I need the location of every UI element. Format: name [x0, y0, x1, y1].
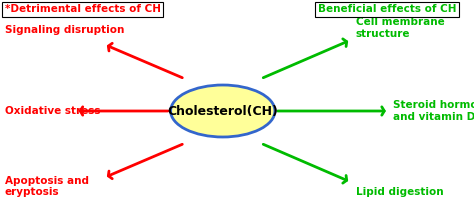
Text: Apoptosis and
eryptosis: Apoptosis and eryptosis — [5, 176, 89, 197]
Text: Signaling disruption: Signaling disruption — [5, 25, 124, 35]
Ellipse shape — [171, 85, 275, 137]
Text: Oxidative stress: Oxidative stress — [5, 106, 100, 116]
Text: Beneficial effects of CH: Beneficial effects of CH — [318, 4, 456, 14]
Text: *Detrimental effects of CH: *Detrimental effects of CH — [5, 4, 161, 14]
Text: Cell membrane
structure: Cell membrane structure — [356, 17, 444, 39]
Text: Lipid digestion: Lipid digestion — [356, 187, 443, 197]
Text: Cholesterol(CH): Cholesterol(CH) — [167, 105, 278, 117]
Text: Steroid hormones
and vitamin D: Steroid hormones and vitamin D — [393, 100, 474, 122]
